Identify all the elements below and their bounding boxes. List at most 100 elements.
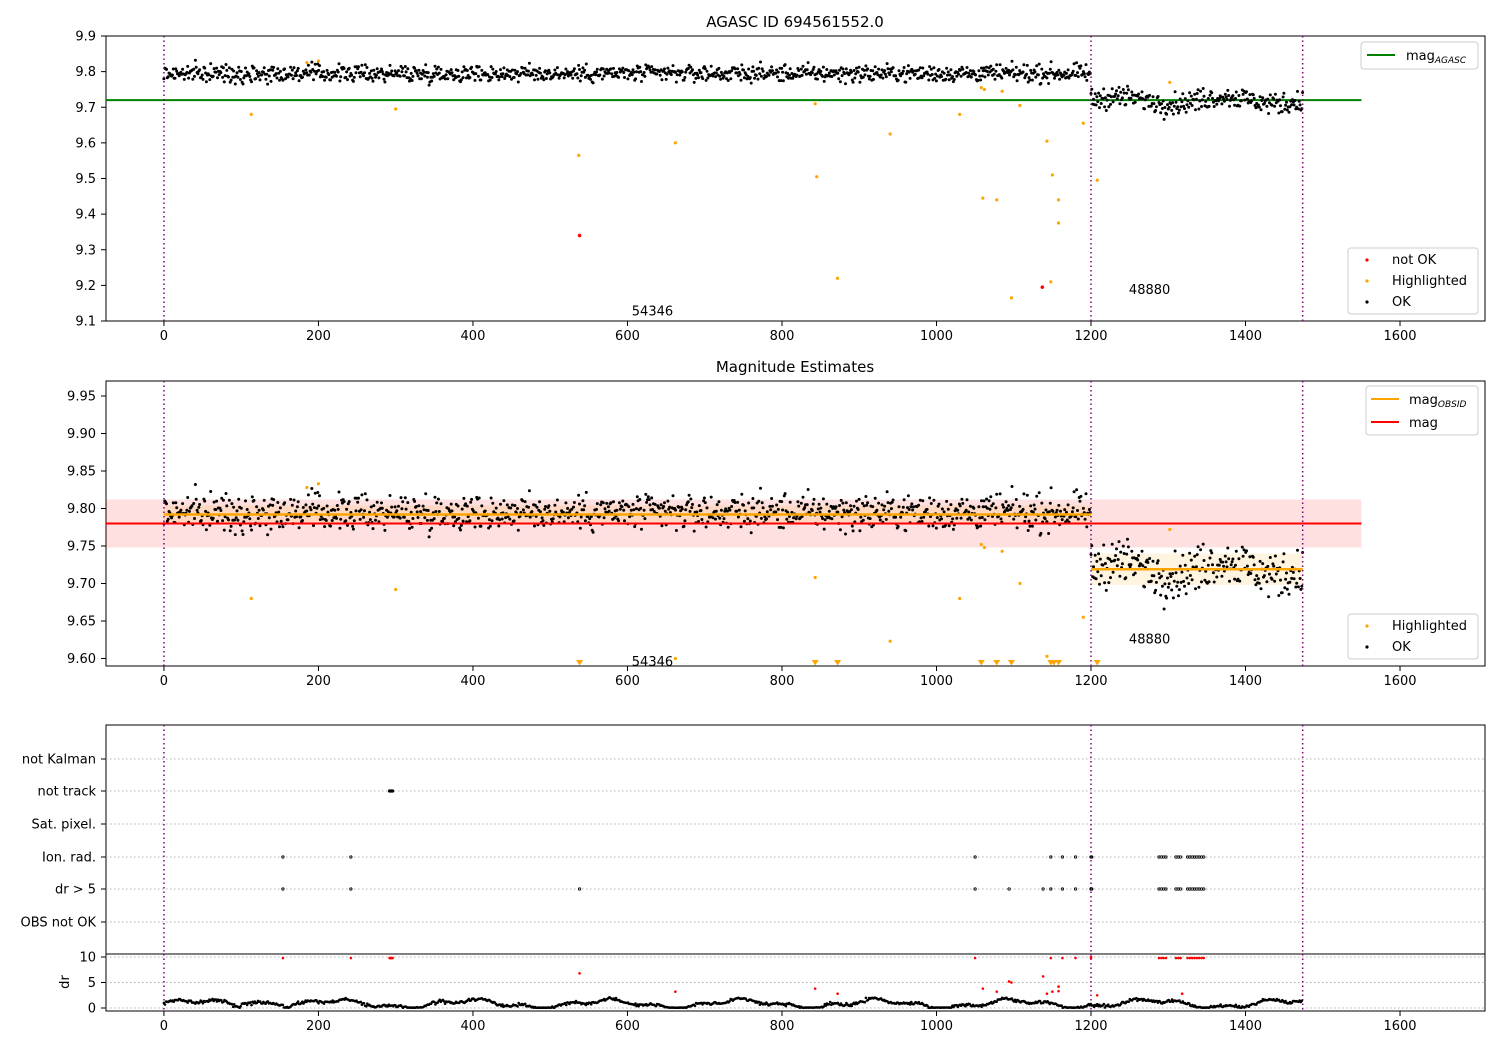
ok-point [1189,558,1193,562]
ok-point [917,520,921,524]
dr-x-tick-label-7: 1400 [1229,1019,1262,1034]
ok-point [242,520,246,524]
ok-point [1210,91,1214,95]
mag-y-tick-label-7: 9.95 [67,390,96,405]
dr-point [249,1001,252,1004]
ok-point [419,510,423,514]
ok-point [612,516,616,520]
ok-point [882,508,886,512]
ok-point [460,507,464,511]
ok-point [207,73,211,77]
ok-point [1022,492,1026,496]
ok-point [1033,507,1037,511]
ok-point [174,67,178,71]
ok-point [321,517,325,521]
ok-point [538,71,542,75]
ok-point [359,508,363,512]
ok-point [241,82,245,86]
ok-point [351,527,355,531]
ok-point [804,72,808,76]
ok-point [421,504,425,508]
ok-point [1113,558,1117,562]
ok-point [344,519,348,523]
obsid-label-2: 48880 [1129,283,1170,298]
ok-point [295,505,299,509]
ok-point [543,507,547,511]
ok-point [216,519,219,523]
ok-point [1174,571,1178,575]
flag-point [577,887,582,891]
ok-point [247,72,251,76]
ok-point [880,68,884,72]
ok-point [752,506,756,510]
ok-point [1021,70,1025,74]
ok-point [901,505,905,509]
ok-point [653,68,657,72]
highlighted-point [1009,296,1014,300]
ok-point [991,502,995,506]
ok-point [1196,545,1200,549]
ok-point [986,73,990,77]
ok-point [887,509,891,513]
highlighted-point [1095,178,1099,182]
ok-point [356,500,360,504]
ok-point [1176,105,1180,109]
ok-point [1183,584,1186,588]
agasc-x-tick-label-0: 0 [160,329,168,344]
ok-point [476,516,480,520]
ok-point [626,77,630,81]
ok-point [1090,544,1094,548]
flag-label-5: OBS not OK [21,916,97,931]
ok-point [922,74,926,78]
ok-point [908,76,912,80]
obsid-label-2: 48880 [1129,632,1170,647]
ok-point [223,515,227,519]
ok-point [377,76,381,80]
ok-point [1197,107,1201,111]
ok-point [1221,560,1225,564]
ok-point [964,508,968,512]
ok-point [978,74,982,78]
ok-point [398,74,402,78]
ok-point [1053,76,1056,80]
ok-point [725,509,729,513]
ok-point [692,529,696,533]
mag-x-tick-label-8: 1600 [1383,674,1416,689]
ok-point [466,74,470,77]
dr-axis-label: dr [58,975,73,989]
dr-point [980,1005,983,1009]
ok-point [1190,104,1194,107]
ok-point [544,69,547,73]
ok-point [427,535,431,539]
ok-point [1284,103,1288,107]
ok-point [397,504,400,508]
ok-point [502,66,506,70]
ok-point [1083,517,1087,521]
ok-point [998,492,1002,496]
ok-point [1267,112,1271,115]
ok-point [501,72,505,76]
ok-point [194,497,198,501]
ok-point [338,526,342,530]
ok-point [662,505,666,508]
ok-point [920,76,924,80]
mag-y-tick-label-2: 9.70 [67,577,96,592]
ok-point [1234,90,1238,94]
ok-point [345,507,349,511]
ok-point [853,76,857,80]
ok-point [790,72,794,75]
ok-point [1160,574,1163,578]
ok-point [995,492,999,496]
ok-point [886,67,890,71]
ok-point [717,500,721,504]
ok-point [1171,101,1175,105]
ok-point [204,509,208,513]
ok-point [856,508,860,511]
ok-point [1241,92,1245,96]
ok-point [706,76,710,80]
ok-point [855,66,858,70]
ok-point [1212,580,1216,584]
ok-point [400,70,404,74]
ok-point [695,510,699,514]
ok-point [290,503,294,507]
